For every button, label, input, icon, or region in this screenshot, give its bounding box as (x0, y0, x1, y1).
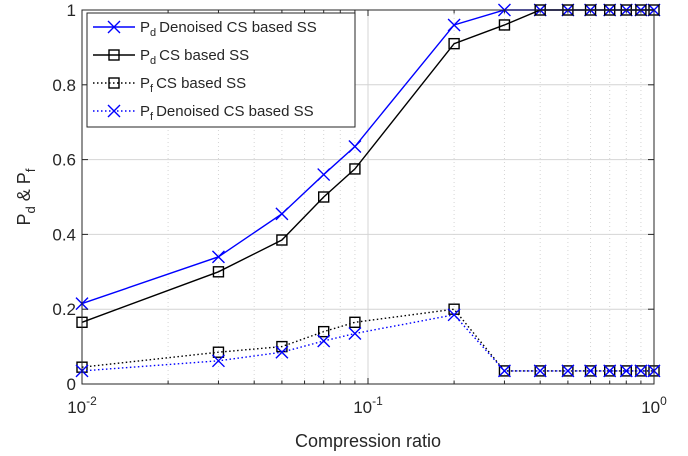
data-point-x (348, 327, 362, 341)
y-tick-label: 0.4 (52, 225, 76, 244)
data-point-x (603, 364, 617, 378)
x-tick-label: 10-1 (353, 394, 383, 417)
data-point-square (349, 316, 361, 328)
data-point-square (584, 365, 597, 377)
legend-label: Pd CS based SS (140, 47, 249, 67)
data-point-square (317, 191, 330, 203)
legend-item: Pf CS based SS (93, 75, 246, 95)
legend: Pd Denoised CS based SS Pd CS based SS Pf CS … (86, 12, 356, 128)
data-point-square (108, 77, 120, 89)
data-point-square (448, 37, 460, 50)
x-axis-label: Compression ratio (295, 431, 441, 451)
y-tick-label: 0.8 (52, 76, 76, 95)
y-axis-label: Pd & Pf (14, 168, 38, 225)
data-point-x (619, 364, 633, 378)
data-point-x (447, 308, 461, 322)
legend-box (86, 12, 356, 128)
data-point-square (212, 346, 225, 358)
data-point-x (275, 207, 289, 221)
data-point-x (275, 345, 289, 359)
data-point-x (561, 364, 575, 378)
data-point-square (108, 49, 120, 61)
data-point-square (276, 234, 288, 246)
data-point-x (211, 354, 225, 368)
data-point-x (584, 364, 598, 378)
data-point-x (107, 104, 121, 118)
y-tick-label: 0.6 (52, 151, 76, 170)
series-f-denoised (75, 308, 661, 378)
legend-label: Pd Denoised CS based SS (140, 19, 317, 39)
data-point-x (533, 364, 547, 378)
legend-label: Pf Denoised CS based SS (140, 103, 314, 123)
data-point-square (212, 266, 225, 278)
y-tick-label: 0 (67, 375, 76, 394)
legend-item: Pf Denoised CS based SS (93, 103, 314, 123)
data-point-square (349, 163, 361, 175)
data-point-x (317, 168, 331, 182)
data-point-x (107, 20, 121, 34)
series-line (81, 308, 654, 372)
data-point-x (634, 364, 648, 378)
data-point-x (211, 250, 225, 264)
ticks: 0 0.2 0.4 0.6 0.8 1 10-2 10-1 100 (52, 1, 667, 417)
x-tick-label: 100 (641, 394, 667, 417)
data-point-square (317, 325, 330, 338)
y-tick-label: 0.2 (52, 300, 76, 319)
data-point-x (348, 140, 362, 154)
legend-item: Pd CS based SS (93, 47, 249, 67)
series-line (81, 314, 654, 372)
data-point-x (317, 334, 331, 348)
data-point-square (498, 19, 511, 31)
data-point-square (498, 365, 511, 377)
x-tick-label: 10-2 (67, 394, 97, 417)
data-point-x (497, 364, 511, 378)
y-tick-label: 1 (67, 1, 76, 20)
legend-item: Pd Denoised CS based SS (93, 19, 317, 39)
legend-label: Pf CS based SS (140, 75, 246, 95)
data-point-x (447, 18, 461, 32)
